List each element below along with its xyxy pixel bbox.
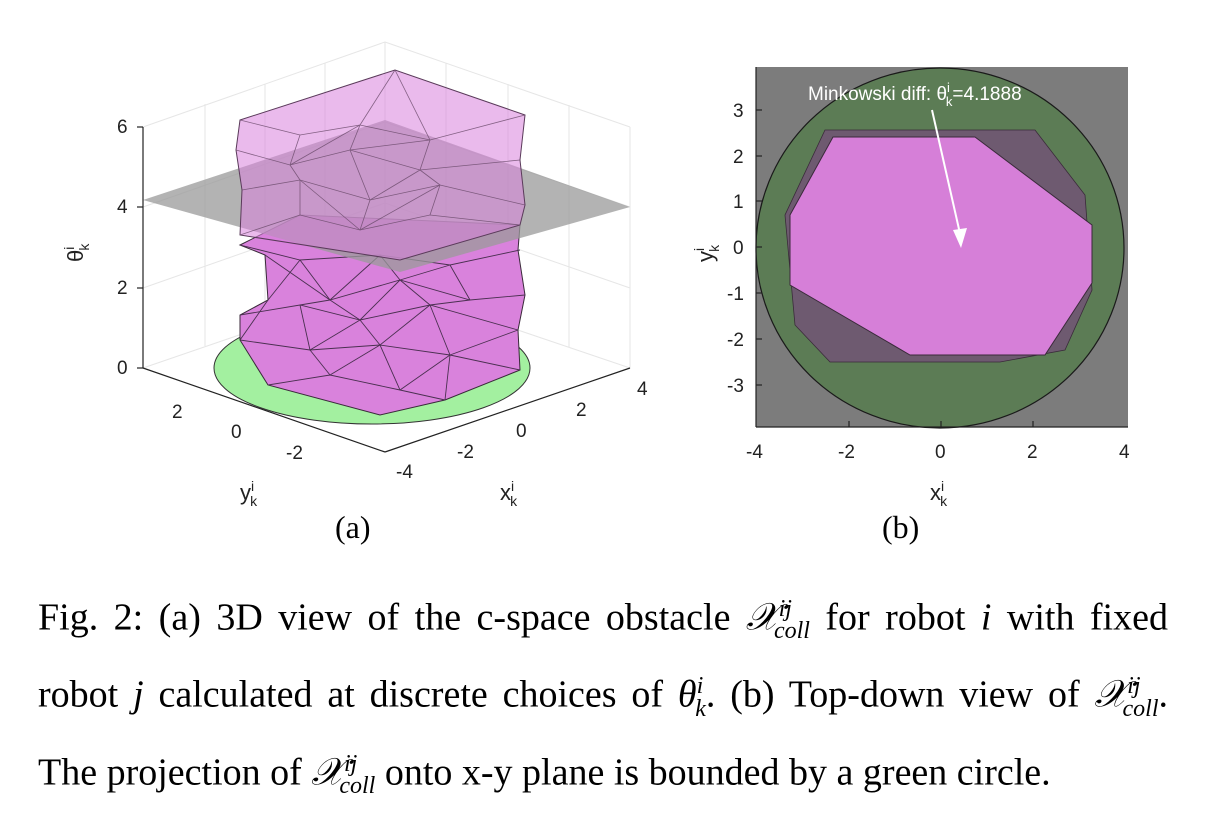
x-tick: -2 bbox=[838, 442, 855, 463]
z-tick: 2 bbox=[117, 278, 128, 299]
annotation-arrow bbox=[931, 109, 962, 239]
y-tick: 1 bbox=[733, 192, 744, 213]
panel-a-x-ticks: -4 -2 0 2 4 bbox=[396, 379, 648, 483]
panel-a-y-ticks: 2 0 -2 bbox=[172, 402, 303, 464]
caption-symbol-sub: coll bbox=[773, 618, 810, 645]
z-tick: 4 bbox=[117, 197, 128, 218]
caption-part-b-tail: onto x-y plane is bounded by a green cir… bbox=[375, 751, 1051, 794]
y-tick: 0 bbox=[733, 238, 744, 259]
caption-end1: . bbox=[705, 673, 716, 716]
z-tick: 0 bbox=[117, 358, 128, 379]
caption-prefix: Fig. 2: (a) 3D view of the c-space obsta… bbox=[38, 596, 731, 639]
x-tick: -4 bbox=[746, 442, 763, 463]
panel-b-axes bbox=[755, 67, 1128, 428]
figure-caption: Fig. 2: (a) 3D view of the c-space obsta… bbox=[38, 582, 1168, 814]
caption-theta-sup: i bbox=[696, 673, 704, 700]
annotation-arrowhead bbox=[953, 228, 967, 248]
panel-a-label: (a) bbox=[335, 509, 371, 545]
panel-b: Minkowski diff: θi k=4.1888 3 2 1 0 -1 -2… bbox=[691, 67, 1130, 545]
panel-a-axes bbox=[137, 126, 631, 453]
obstacle-lower-mesh bbox=[239, 244, 526, 401]
x-tick: 4 bbox=[1119, 442, 1130, 463]
panel-b-label: (b) bbox=[882, 509, 919, 545]
caption-symbol-sup: ij bbox=[778, 596, 792, 622]
caption-symbol-2-sup: ij bbox=[1127, 673, 1141, 700]
obstacle-upper bbox=[235, 69, 526, 261]
figure-panels: 0 2 4 6 θik 2 0 -2 yi k -4 -2 0 2 4 xi k (… bbox=[61, 41, 1130, 545]
y-tick: 0 bbox=[231, 422, 242, 443]
obstacle-upper-mesh bbox=[235, 69, 526, 236]
z-tick: 6 bbox=[117, 117, 128, 138]
caption-symbol: 𝒳 bbox=[745, 594, 779, 639]
y-tick: 2 bbox=[172, 402, 183, 423]
projection-polygon bbox=[789, 136, 1093, 356]
x-tick: -4 bbox=[396, 462, 413, 483]
caption-mid2: with fixed robot bbox=[38, 596, 1168, 716]
y-tick: -1 bbox=[727, 284, 744, 305]
y-tick: -2 bbox=[286, 443, 303, 464]
panel-a-z-ticks: 0 2 4 6 bbox=[117, 117, 128, 379]
y-tick: 3 bbox=[733, 101, 744, 122]
caption-symbol-3-sub: coll bbox=[339, 772, 376, 799]
caption-var-i: i bbox=[980, 596, 992, 639]
caption-theta-sub: k bbox=[695, 695, 706, 722]
caption-part-b-end: . The projection of bbox=[38, 673, 1168, 794]
x-axis-label: xi k bbox=[930, 478, 948, 509]
x-tick: 0 bbox=[935, 442, 946, 463]
panel-a: 0 2 4 6 θik 2 0 -2 yi k -4 -2 0 2 4 xi k (… bbox=[61, 41, 648, 545]
y-axis-label: yik bbox=[691, 244, 722, 262]
x-tick: 4 bbox=[637, 379, 648, 400]
caption-symbol-3-sup: ij bbox=[343, 750, 358, 777]
caption-symbol-2: 𝒳 bbox=[1094, 671, 1128, 716]
panel-b-x-ticks: -4 -2 0 2 4 bbox=[746, 442, 1130, 463]
annotation-text: Minkowski diff: θi k=4.1888 bbox=[808, 80, 1022, 109]
caption-symbol-2-sub: coll bbox=[1122, 695, 1159, 722]
z-axis-label: θik bbox=[61, 243, 92, 262]
y-tick: -3 bbox=[727, 376, 744, 397]
caption-symbol-3: 𝒳 bbox=[311, 749, 344, 794]
x-axis-label: xi k bbox=[500, 478, 518, 509]
caption-mid1: for robot bbox=[809, 596, 966, 639]
panel-b-y-ticks: 3 2 1 0 -1 -2 -3 bbox=[727, 101, 744, 397]
caption-theta: θ bbox=[677, 673, 697, 716]
x-tick: 2 bbox=[1027, 442, 1038, 463]
y-tick: 2 bbox=[733, 147, 744, 168]
y-tick: -2 bbox=[727, 330, 744, 351]
caption-part-b: (b) Top-down view of bbox=[730, 673, 1095, 716]
x-tick: -2 bbox=[457, 442, 474, 463]
caption-var-j: j bbox=[133, 673, 144, 716]
x-tick: 2 bbox=[576, 400, 587, 421]
x-tick: 0 bbox=[516, 421, 527, 442]
caption-mid3: calculated at discrete choices of bbox=[143, 673, 678, 716]
